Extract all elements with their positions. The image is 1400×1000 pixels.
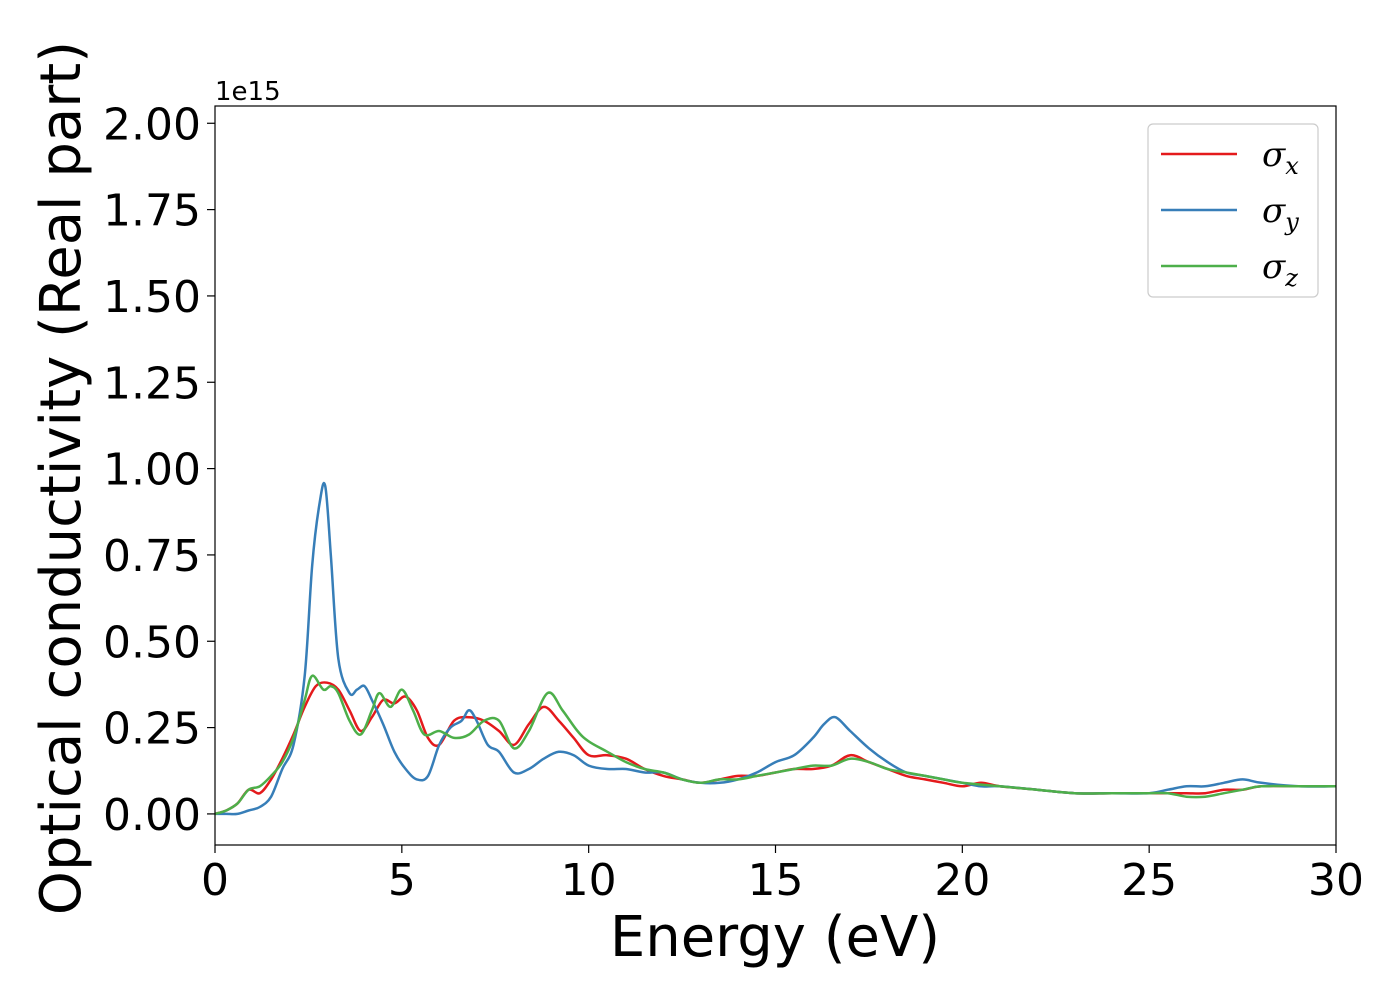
y-tick-label: 1.25	[103, 358, 201, 409]
y-tick-label: 1.75	[103, 186, 201, 237]
y-axis-label: Optical conductivity (Real part)	[29, 41, 94, 915]
y-offset-label: 1e15	[215, 77, 281, 107]
series-layer	[215, 481, 1336, 816]
legend-subscript: z	[1284, 264, 1298, 292]
x-tick-label: 10	[561, 855, 617, 906]
y-tick-label: 0.50	[103, 617, 201, 668]
y-tick-label: 0.75	[103, 531, 201, 582]
x-tick-label: 5	[388, 855, 416, 906]
series-line-z	[215, 674, 1336, 816]
legend-symbol: σ	[1262, 135, 1286, 175]
x-tick-label: 30	[1308, 855, 1364, 906]
legend-subscript: y	[1284, 208, 1299, 236]
x-tick-label: 25	[1121, 855, 1177, 906]
y-axis-ticks: 0.00 0.25 0.50 0.75 1.00 1.25 1.50 1.75 2.00	[103, 99, 215, 841]
x-axis-ticks: 0 5 10 15 20 25 30	[201, 845, 1364, 906]
legend-symbol: σ	[1262, 247, 1286, 287]
legend-label-z: σz	[1262, 247, 1298, 292]
legend-label-y: σy	[1262, 191, 1299, 236]
y-tick-label: 2.00	[103, 99, 201, 150]
y-tick-label: 0.00	[103, 790, 201, 841]
x-axis-label: Energy (eV)	[610, 905, 940, 970]
legend-label-x: σx	[1262, 135, 1299, 180]
x-tick-label: 20	[934, 855, 990, 906]
x-tick-label: 0	[201, 855, 229, 906]
y-tick-label: 1.00	[103, 445, 201, 496]
x-tick-label: 15	[748, 855, 804, 906]
legend-symbol: σ	[1262, 191, 1286, 231]
y-tick-label: 0.25	[103, 704, 201, 755]
y-tick-label: 1.50	[103, 272, 201, 323]
legend-subscript: x	[1285, 152, 1299, 180]
